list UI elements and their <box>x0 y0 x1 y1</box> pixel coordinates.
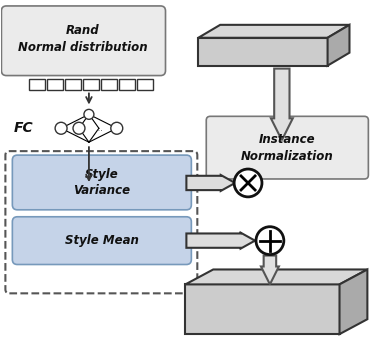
Polygon shape <box>185 285 339 334</box>
FancyBboxPatch shape <box>13 155 192 210</box>
Bar <box>47 78 63 90</box>
Bar <box>119 78 135 90</box>
Polygon shape <box>198 25 350 38</box>
Polygon shape <box>339 270 367 334</box>
Bar <box>101 78 117 90</box>
Text: Instance
Normalization: Instance Normalization <box>241 133 333 163</box>
Circle shape <box>84 109 94 119</box>
Bar <box>137 78 153 90</box>
Bar <box>29 78 45 90</box>
Text: FC: FC <box>13 121 33 135</box>
Polygon shape <box>261 256 279 285</box>
Polygon shape <box>198 38 328 65</box>
FancyBboxPatch shape <box>206 116 368 179</box>
Text: Rand
Normal distribution: Rand Normal distribution <box>18 24 148 54</box>
Polygon shape <box>186 233 255 248</box>
FancyBboxPatch shape <box>13 217 192 265</box>
Text: Style
Variance: Style Variance <box>73 168 130 197</box>
Circle shape <box>55 122 67 134</box>
Bar <box>65 78 81 90</box>
Bar <box>83 78 99 90</box>
FancyBboxPatch shape <box>2 6 166 76</box>
Circle shape <box>111 122 123 134</box>
Polygon shape <box>271 69 293 140</box>
Circle shape <box>73 122 85 134</box>
Text: Style Mean: Style Mean <box>65 234 139 247</box>
Polygon shape <box>186 175 235 191</box>
Circle shape <box>256 227 284 254</box>
Circle shape <box>234 169 262 197</box>
Text: ...: ... <box>95 124 103 133</box>
Polygon shape <box>185 270 367 285</box>
Polygon shape <box>328 25 350 65</box>
